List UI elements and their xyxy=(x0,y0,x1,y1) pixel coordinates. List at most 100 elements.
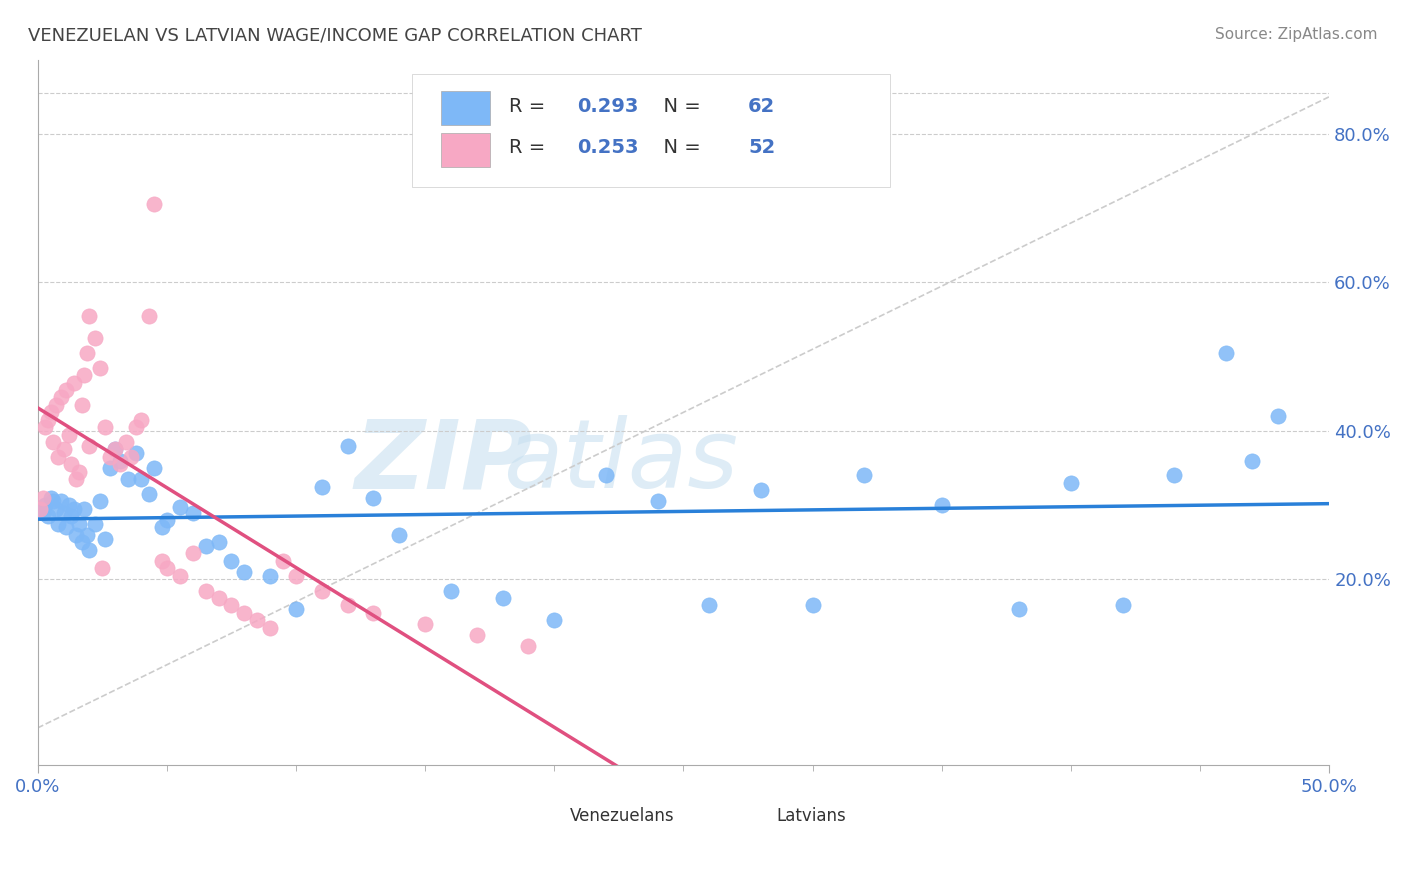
Point xyxy=(63,501,86,516)
Point xyxy=(150,554,173,568)
Point xyxy=(60,458,83,472)
Point xyxy=(39,491,62,505)
FancyBboxPatch shape xyxy=(440,133,489,167)
Point xyxy=(48,516,70,531)
Point xyxy=(37,413,59,427)
Point xyxy=(45,398,67,412)
Point xyxy=(73,501,96,516)
Point xyxy=(1215,346,1237,360)
Point xyxy=(1267,409,1289,423)
Point xyxy=(271,554,294,568)
Point xyxy=(221,599,243,613)
Point xyxy=(388,528,411,542)
Point xyxy=(125,446,148,460)
Point xyxy=(1163,468,1185,483)
Text: Latvians: Latvians xyxy=(776,807,846,825)
Point xyxy=(311,479,333,493)
Point xyxy=(60,509,83,524)
Point xyxy=(55,520,77,534)
Text: R =: R = xyxy=(509,97,551,116)
Text: 0.253: 0.253 xyxy=(578,138,640,157)
Point xyxy=(595,468,617,483)
Point xyxy=(114,435,136,450)
Point xyxy=(150,520,173,534)
Point xyxy=(138,309,160,323)
Point xyxy=(931,498,953,512)
Point xyxy=(58,427,80,442)
Text: N =: N = xyxy=(651,97,707,116)
Point xyxy=(110,453,132,467)
Point xyxy=(52,506,75,520)
Point xyxy=(65,472,87,486)
Point xyxy=(647,494,669,508)
Text: 62: 62 xyxy=(748,97,775,116)
Point xyxy=(83,516,105,531)
Text: 0.293: 0.293 xyxy=(578,97,638,116)
Point xyxy=(207,535,229,549)
Point xyxy=(156,513,179,527)
Text: R =: R = xyxy=(509,138,551,157)
Point xyxy=(65,528,87,542)
Point xyxy=(465,628,488,642)
FancyBboxPatch shape xyxy=(440,91,489,125)
Point xyxy=(169,568,191,582)
Point xyxy=(70,535,93,549)
Point xyxy=(440,583,463,598)
Point xyxy=(1111,599,1133,613)
Point xyxy=(34,420,56,434)
Point xyxy=(104,442,127,457)
Point xyxy=(70,398,93,412)
Point xyxy=(363,491,385,505)
Point xyxy=(91,561,114,575)
Point xyxy=(181,506,204,520)
Point xyxy=(83,331,105,345)
Point xyxy=(363,606,385,620)
Point xyxy=(801,599,824,613)
Point xyxy=(76,528,98,542)
Point xyxy=(233,606,256,620)
Point xyxy=(221,554,243,568)
Point xyxy=(98,450,121,464)
Point xyxy=(194,539,217,553)
Text: atlas: atlas xyxy=(503,415,738,508)
Point xyxy=(194,583,217,598)
Point xyxy=(697,599,720,613)
Point xyxy=(34,498,56,512)
Point xyxy=(67,465,90,479)
Point xyxy=(37,509,59,524)
Point xyxy=(79,542,101,557)
Point xyxy=(30,501,52,516)
Point xyxy=(285,602,308,616)
Point xyxy=(749,483,772,498)
Point xyxy=(543,613,565,627)
Point xyxy=(63,376,86,390)
Point xyxy=(79,309,101,323)
Point xyxy=(30,501,52,516)
Point xyxy=(156,561,179,575)
Point xyxy=(42,435,65,450)
Point xyxy=(94,532,117,546)
Point xyxy=(55,383,77,397)
Point xyxy=(98,461,121,475)
Point xyxy=(853,468,876,483)
Point xyxy=(138,487,160,501)
Point xyxy=(39,405,62,419)
Point xyxy=(94,420,117,434)
Point xyxy=(76,346,98,360)
Point xyxy=(79,439,101,453)
Text: 52: 52 xyxy=(748,138,775,157)
Point xyxy=(336,439,359,453)
Point xyxy=(73,368,96,383)
Point xyxy=(492,591,515,605)
Point xyxy=(49,391,72,405)
Point xyxy=(169,500,191,514)
Point xyxy=(104,442,127,457)
Text: ZIP: ZIP xyxy=(354,415,531,508)
Point xyxy=(336,599,359,613)
Point xyxy=(31,506,53,520)
Point xyxy=(142,197,165,211)
Text: Venezuelans: Venezuelans xyxy=(569,807,675,825)
Point xyxy=(42,494,65,508)
FancyBboxPatch shape xyxy=(728,802,768,830)
Point xyxy=(125,420,148,434)
